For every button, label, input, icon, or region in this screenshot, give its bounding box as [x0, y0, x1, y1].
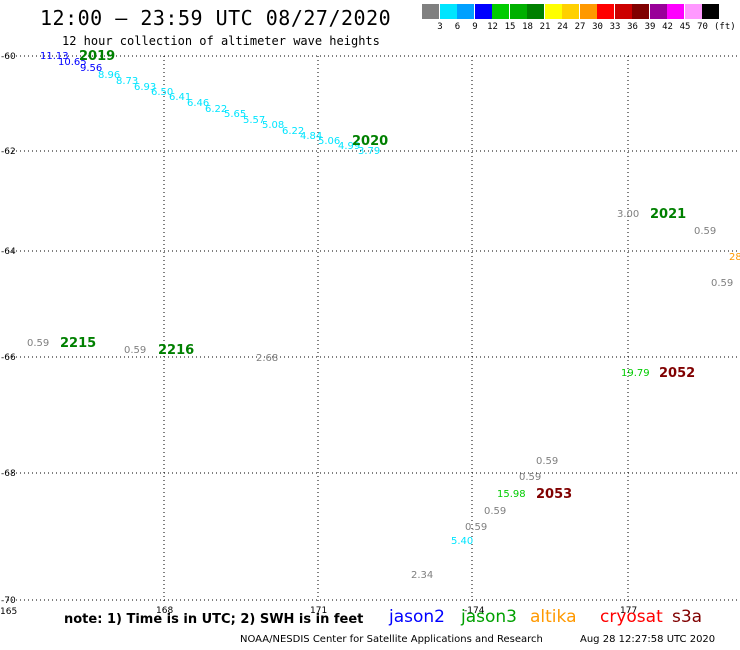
longitude-tick-label: 168: [156, 606, 173, 616]
legend-swatch: [544, 4, 562, 19]
legend-swatch: [562, 4, 579, 19]
wave-height-value: 0.59: [124, 345, 146, 356]
satellite-name: cryosat: [600, 607, 663, 627]
map-subtitle: 12 hour collection of altimeter wave hei…: [62, 34, 380, 48]
pass-time-label: 2019: [79, 49, 115, 64]
latitude-tick-label: -66: [1, 353, 16, 363]
wave-height-value: 6.50: [151, 87, 173, 98]
wave-height-value: 6.22: [205, 104, 227, 115]
wave-height-value: 8.73: [116, 76, 138, 87]
legend-label: 39: [644, 22, 656, 32]
legend-swatch: [457, 4, 474, 19]
wave-height-value: 0.59: [711, 278, 733, 289]
satellite-name: jason2: [389, 607, 445, 627]
latitude-tick-label: -60: [1, 52, 16, 62]
pass-labels-layer: 2019 2020 2021 2215 2216 2052 2053: [60, 49, 695, 502]
legend-label: 24: [557, 22, 568, 32]
wave-height-value: 0.59: [465, 522, 487, 533]
wave-height-value: 6.41: [169, 92, 191, 103]
wave-height-value: 0.59: [519, 472, 541, 483]
legend-label: 12: [487, 22, 498, 32]
satellite-name: altika: [530, 607, 577, 627]
legend-label: 45: [679, 22, 691, 32]
legend-swatch: [667, 4, 684, 19]
legend-swatch: [527, 4, 544, 19]
legend-label: 27: [574, 22, 586, 32]
pass-time-label: 2021: [650, 207, 686, 222]
legend-swatch: [597, 4, 614, 19]
pass-time-label: 2215: [60, 336, 96, 351]
wave-height-value: 5.65: [224, 109, 246, 120]
wave-height-value: 5.06: [318, 136, 340, 147]
wave-height-value: 5.08: [262, 120, 284, 131]
pass-time-label: 2052: [659, 366, 695, 381]
wave-height-value: 5.40: [451, 536, 473, 547]
map-title: 12:00 – 23:59 UTC 08/27/2020: [40, 6, 392, 30]
legend-swatch: [492, 4, 509, 19]
wave-height-value: 11.13: [40, 51, 69, 62]
wave-height-value: 3.00: [617, 209, 639, 220]
wave-height-value: 6.93: [134, 82, 156, 93]
wave-height-value: 8.96: [98, 70, 120, 81]
legend-label: 3: [437, 22, 443, 32]
satellite-name: s3a: [672, 607, 703, 627]
wave-height-value: 5.57: [243, 115, 265, 126]
wave-height-value: 2.68: [256, 353, 278, 364]
observations-layer: 11.1310.659.568.968.736.936.506.416.466.…: [27, 51, 740, 581]
wave-height-value: 3.79: [358, 146, 380, 157]
satellite-name: jason3: [461, 607, 517, 627]
wave-height-value: 10.65: [58, 57, 87, 68]
generated-timestamp: Aug 28 12:27:58 UTC 2020: [580, 634, 716, 645]
legend-swatch: [614, 4, 632, 19]
legend-label: 42: [662, 22, 673, 32]
pass-time-label: 2053: [536, 487, 572, 502]
legend-label: 21: [539, 22, 551, 32]
wave-height-value: 15.98: [497, 489, 526, 500]
legend-swatch: [474, 4, 492, 19]
legend-label: 6: [454, 22, 461, 32]
legend-label: 36: [627, 22, 638, 32]
wave-height-value: 6.46: [187, 98, 209, 109]
legend-unit: (ft): [714, 22, 736, 32]
legend-label: 30: [592, 22, 603, 32]
footer-note: note: 1) Time is in UTC; 2) SWH is in fe…: [64, 612, 364, 627]
wave-height-value: 0.59: [484, 506, 506, 517]
credit-line: NOAA/NESDIS Center for Satellite Applica…: [240, 634, 543, 645]
legend-swatch: [684, 4, 702, 19]
longitude-tick-label: 171: [310, 606, 327, 616]
wave-height-value: 4.84: [300, 131, 322, 142]
wave-height-value: 0.59: [694, 226, 716, 237]
legend-swatch: [422, 4, 439, 19]
longitude-tick-label: 165: [0, 607, 17, 617]
legend-swatch: [702, 4, 719, 19]
wave-height-value: 28: [729, 252, 740, 263]
wave-height-value: 6.22: [282, 126, 304, 137]
latitude-tick-label: -64: [1, 247, 16, 257]
legend-swatch: [579, 4, 597, 19]
longitude-tick-label: -174: [464, 606, 485, 616]
longitude-tick-label: 177: [620, 606, 637, 616]
legend-swatch: [509, 4, 527, 19]
legend-swatch: [439, 4, 457, 19]
legend-label: 9: [472, 22, 478, 32]
wave-height-value: 0.59: [27, 338, 49, 349]
latitude-tick-label: -70: [1, 596, 16, 606]
latitude-tick-label: -68: [1, 469, 16, 479]
legend-swatch: [649, 4, 667, 19]
legend-label: 18: [522, 22, 533, 32]
legend-label: 70: [697, 22, 708, 32]
pass-time-label: 2020: [352, 134, 388, 149]
legend-swatch: [632, 4, 649, 19]
wave-height-value: 19.79: [621, 368, 650, 379]
wave-height-value: 0.59: [536, 456, 558, 467]
pass-time-label: 2216: [158, 343, 194, 358]
wave-height-value: 2.34: [411, 570, 433, 581]
wave-height-value: 9.56: [80, 63, 102, 74]
legend-label: 33: [609, 22, 621, 32]
latitude-tick-label: -62: [1, 147, 16, 157]
wave-height-value: 4.99: [338, 141, 360, 152]
legend-label: 15: [504, 22, 516, 32]
